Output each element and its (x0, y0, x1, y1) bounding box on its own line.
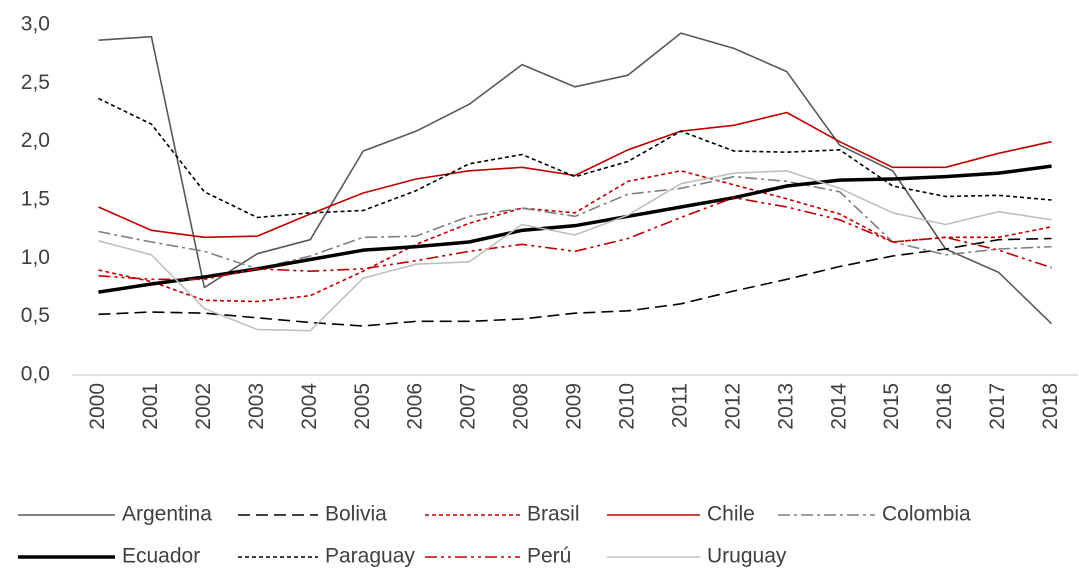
x-tick-label: 2006 (404, 383, 427, 430)
legend-label: Brasil (527, 503, 580, 526)
x-tick-label: 2016 (933, 383, 956, 430)
x-tick-label: 2009 (563, 383, 586, 430)
line-series (98, 196, 1052, 281)
x-tick-label: 2001 (139, 383, 162, 430)
y-tick-label: 1,5 (21, 188, 50, 211)
x-tick-label: 2000 (86, 383, 109, 430)
line-series (98, 237, 1052, 327)
line-series (98, 170, 1052, 303)
legend-label: Chile (707, 503, 755, 526)
line-series (98, 170, 1052, 332)
y-tick-label: 0,5 (21, 304, 50, 327)
line-series (98, 97, 1052, 219)
x-tick-label: 2013 (774, 383, 797, 430)
x-tick-label: 2012 (721, 383, 744, 430)
x-tick-label: 2015 (880, 383, 903, 430)
y-tick-label: 2,5 (21, 71, 50, 94)
legend-label: Ecuador (122, 545, 200, 568)
x-tick-label: 2008 (510, 383, 533, 430)
line-series (98, 111, 1052, 239)
x-tick-label: 2011 (668, 383, 691, 428)
legend-label: Uruguay (707, 545, 787, 568)
y-tick-label: 0,0 (21, 363, 50, 386)
y-tick-label: 3,0 (21, 13, 50, 36)
x-tick-label: 2007 (457, 383, 480, 430)
x-tick-label: 2003 (245, 383, 268, 430)
legend-label: Bolivia (325, 503, 387, 526)
line-series (98, 164, 1052, 294)
y-tick-label: 2,0 (21, 129, 50, 152)
legend-label: Colombia (882, 503, 971, 526)
y-tick-label: 1,0 (21, 246, 50, 269)
legend-label: Perú (527, 545, 571, 568)
x-tick-label: 2017 (986, 383, 1009, 430)
x-tick-label: 2005 (351, 383, 374, 430)
x-tick-label: 2014 (827, 383, 850, 430)
x-tick-label: 2010 (615, 383, 638, 430)
line-series (98, 32, 1053, 325)
x-tick-label: 2002 (192, 383, 215, 430)
x-tick-label: 2004 (298, 383, 321, 430)
legend-label: Argentina (122, 503, 212, 526)
legend-label: Paraguay (325, 545, 415, 568)
line-series (98, 175, 1052, 270)
x-tick-label: 2018 (1039, 383, 1062, 430)
